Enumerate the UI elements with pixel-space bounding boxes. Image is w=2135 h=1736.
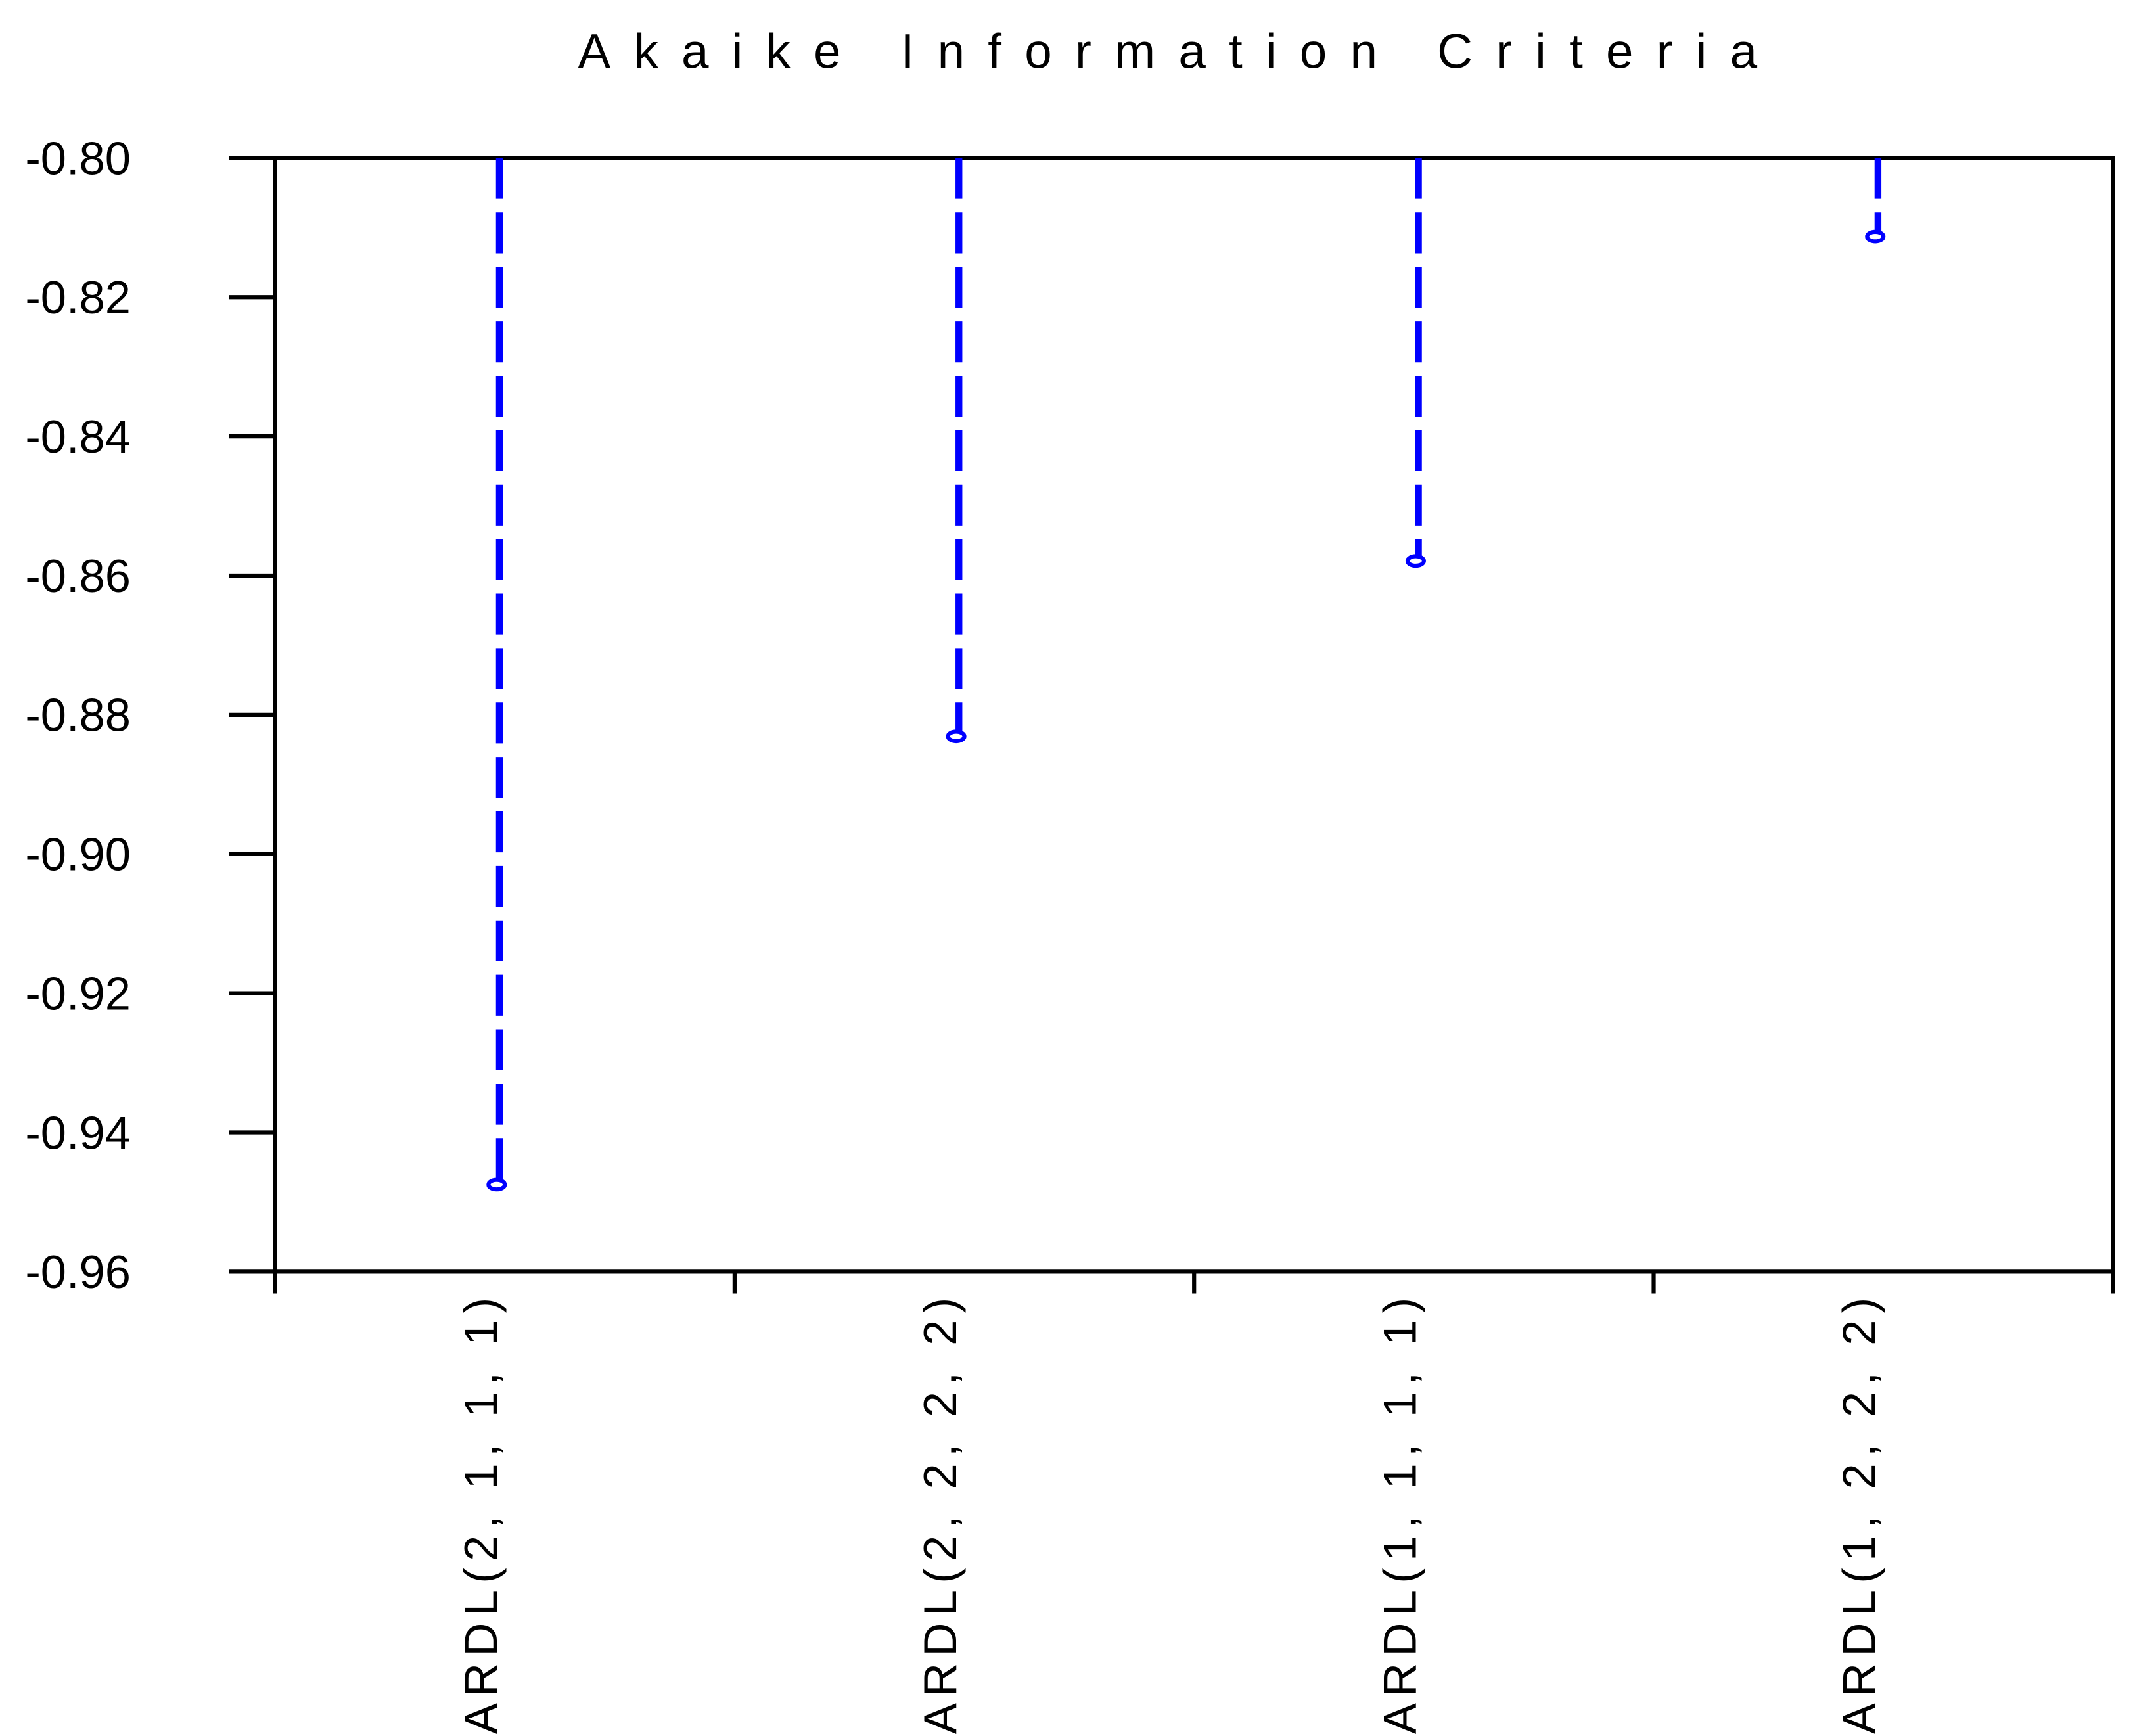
stem-marker	[946, 729, 967, 744]
x-tick-label: ARDL(1, 1, 1, 1)	[1373, 1291, 1425, 1734]
y-tick-label: -0.88	[25, 689, 131, 741]
y-tick-label: -0.96	[25, 1246, 131, 1298]
y-tick-label: -0.80	[25, 132, 131, 184]
y-tick-label: -0.92	[25, 967, 131, 1019]
y-tick-label: -0.94	[25, 1107, 131, 1158]
y-tick-label: -0.84	[25, 411, 131, 463]
chart-title: Akaike Information Criteria	[578, 24, 1781, 79]
stem-marker	[1405, 554, 1426, 568]
stem-marker	[1865, 229, 1886, 244]
x-tick-label: ARDL(2, 1, 1, 1)	[455, 1291, 507, 1734]
stem-marker	[486, 1177, 507, 1192]
x-tick-label: ARDL(1, 2, 2, 2)	[1833, 1291, 1885, 1734]
y-tick-label: -0.82	[25, 271, 131, 323]
x-tick-label: ARDL(2, 2, 2, 2)	[914, 1291, 966, 1734]
y-tick-label: -0.90	[25, 829, 131, 880]
y-tick-label: -0.86	[25, 550, 131, 602]
